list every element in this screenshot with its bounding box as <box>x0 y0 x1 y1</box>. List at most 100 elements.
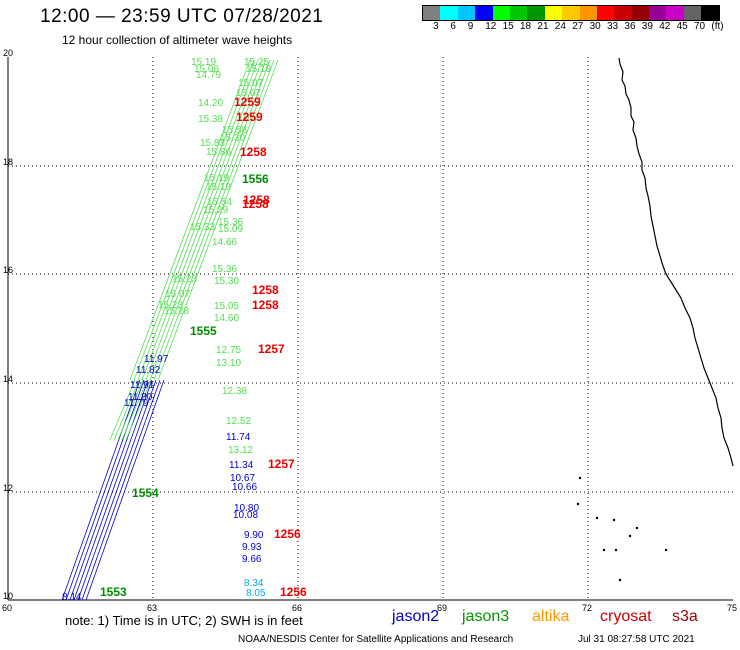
legend-item-jason2: jason2 <box>392 608 440 625</box>
satellite-tracks <box>61 59 279 601</box>
scale-label: 6 <box>450 21 456 32</box>
scale-swatch <box>423 6 441 20</box>
color-scale <box>422 5 720 21</box>
wave-height-label: 15.38 <box>198 114 223 125</box>
y-tick-label: 12 <box>3 483 13 493</box>
wave-height-label: 15.19 <box>206 182 231 193</box>
wave-height-label: 10.80 <box>234 503 259 514</box>
scale-swatch <box>614 6 632 20</box>
coastline-path <box>618 57 734 467</box>
x-tick-label: 69 <box>437 603 447 613</box>
wave-height-label: 14.20 <box>198 98 223 109</box>
wave-height-label: 15.29 <box>203 205 228 216</box>
wave-height-label: 13.12 <box>228 445 253 456</box>
track-line <box>149 59 271 381</box>
scale-label: 33 <box>607 21 619 32</box>
scale-swatch <box>579 6 597 20</box>
wave-height-label: 15.54 <box>207 197 232 208</box>
wave-height-label: 15.23 <box>158 300 183 311</box>
track-line <box>141 59 263 381</box>
wave-height-label: 12.52 <box>226 416 251 427</box>
wave-height-label: 12.38 <box>222 386 247 397</box>
wave-height-label: 14.79 <box>196 70 221 81</box>
track-line <box>61 379 141 601</box>
credit-line: NOAA/NESDIS Center for Satellite Applica… <box>238 634 514 645</box>
wave-height-label: 15.28 <box>164 306 189 317</box>
track-line <box>77 379 157 601</box>
wave-height-label: 15.36 <box>212 264 237 275</box>
coastline <box>576 57 734 582</box>
wave-height-label: 1258 <box>242 197 269 211</box>
legend-item-s3a: s3a <box>672 608 698 625</box>
scale-label: 3 <box>433 21 439 32</box>
track-line <box>129 59 251 381</box>
scale-label: 30 <box>589 21 601 32</box>
scale-label: (ft) <box>711 21 724 32</box>
scale-swatch <box>492 6 510 20</box>
page-subtitle: 12 hour collection of altimeter wave hei… <box>62 33 293 47</box>
wave-height-label: 15.30 <box>220 133 245 144</box>
track-line <box>125 379 152 441</box>
scale-swatch <box>475 6 493 20</box>
scale-label: 18 <box>520 21 532 32</box>
track-line <box>69 379 149 601</box>
scale-swatch <box>596 6 615 20</box>
scale-swatch <box>544 6 563 20</box>
grid <box>8 57 733 600</box>
wave-height-label: 15.25 <box>244 57 269 68</box>
wave-height-labels: 15.1915.0614.7915.2515.1815.0715.0714.20… <box>62 57 307 603</box>
wave-height-label: 1553 <box>100 585 127 599</box>
legend-item-altika: altika <box>532 608 570 625</box>
x-tick-label: 72 <box>582 603 592 613</box>
wave-height-label: 10.67 <box>230 473 255 484</box>
track-line <box>109 379 136 441</box>
scale-label: 12 <box>485 21 497 32</box>
wave-height-label: 11.97 <box>144 354 169 365</box>
scale-label: 9 <box>467 21 474 32</box>
track-line <box>81 379 161 601</box>
scale-label: 15 <box>502 21 514 32</box>
scale-label: 24 <box>554 21 566 32</box>
wave-height-label: 15.19 <box>204 173 229 184</box>
x-tick-label: 60 <box>2 603 12 613</box>
page-title: 12:00 — 23:59 UTC 07/28/2021 <box>40 6 324 27</box>
wave-height-label: 15.33 <box>190 222 215 233</box>
wave-height-label: 15.07 <box>236 88 261 99</box>
wave-height-label: 15.86 <box>206 147 231 158</box>
scale-swatch <box>509 6 528 20</box>
wave-height-label: 10.08 <box>233 510 258 521</box>
wave-height-label: 1259 <box>236 110 263 124</box>
scale-swatch <box>649 6 667 20</box>
wave-height-label: 9.93 <box>242 542 262 553</box>
wave-height-label: 9.90 <box>244 530 264 541</box>
y-tick-label: 14 <box>3 374 13 384</box>
wave-height-label: 15.19 <box>191 57 216 68</box>
track-line <box>137 59 259 381</box>
wave-height-label: 8.34 <box>244 578 264 589</box>
wave-height-label: 14.66 <box>212 237 237 248</box>
wave-height-label: 11.74 <box>226 432 251 443</box>
y-tick-label: 20 <box>3 48 13 58</box>
track-line <box>85 379 165 601</box>
wave-height-label: 15.83 <box>200 138 225 149</box>
scale-label: 36 <box>624 21 636 32</box>
y-tick-label: 18 <box>3 157 13 167</box>
wave-height-label: 1259 <box>234 95 261 109</box>
scale-label: 39 <box>641 21 653 32</box>
legend-item-cryosat: cryosat <box>600 608 652 625</box>
wave-height-label: 11.80 <box>128 392 153 403</box>
color-scale-labels: 3 6 9 12 15 18 21 24 27 30 33 36 39 42 45 70 (ft) <box>422 21 740 35</box>
y-tick-label: 16 <box>3 265 13 275</box>
x-tick-label: 75 <box>727 603 737 613</box>
wave-height-label: 15.07 <box>238 78 263 89</box>
scale-label: 27 <box>572 21 584 32</box>
scale-swatch <box>527 6 545 20</box>
wave-height-label: 1554 <box>132 486 159 500</box>
scale-label: 70 <box>694 21 706 32</box>
scale-swatch <box>631 6 650 20</box>
track-line <box>133 59 255 381</box>
wave-height-label: 15.23 <box>172 274 197 285</box>
wave-height-label: 11.79 <box>124 398 149 409</box>
